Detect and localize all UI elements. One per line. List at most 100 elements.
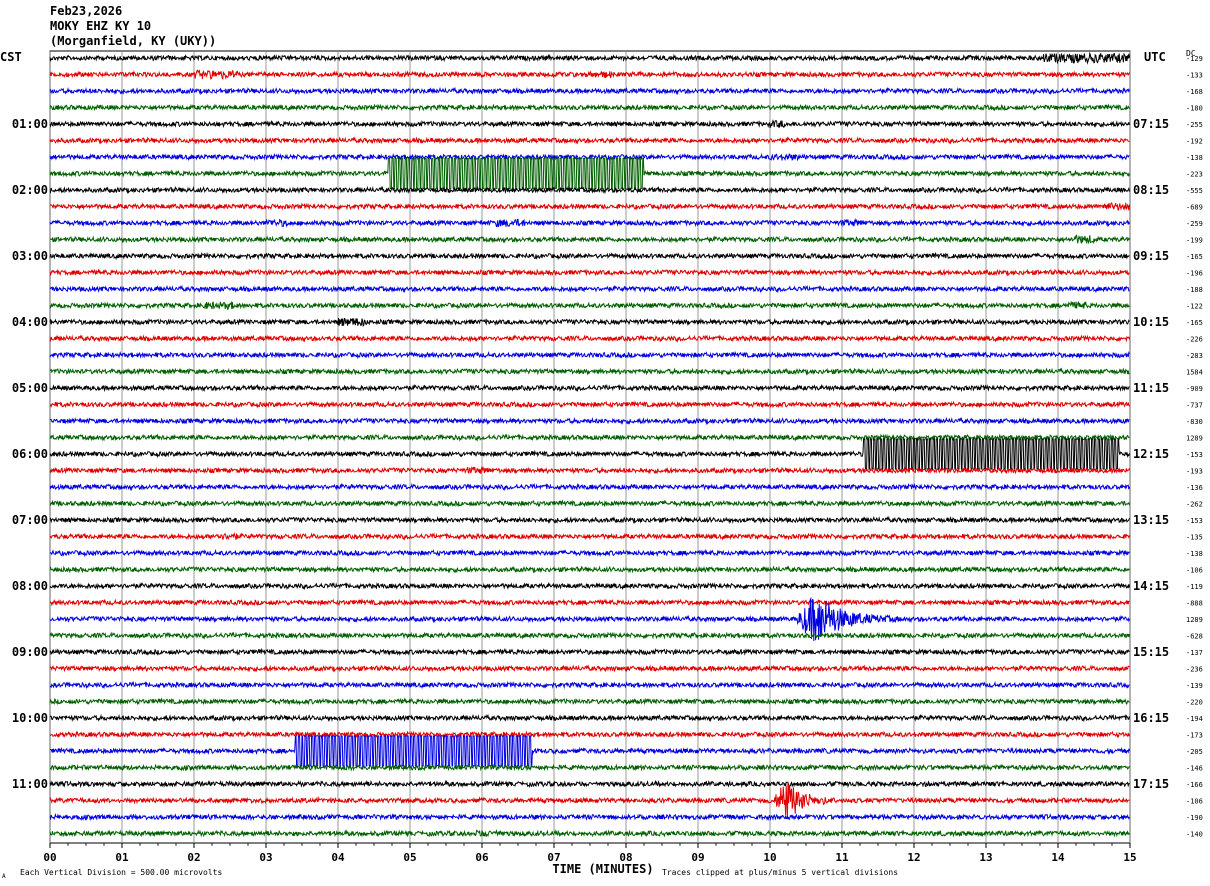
right-hour-label: 07:15 — [1133, 117, 1169, 131]
right-hour-label: 16:15 — [1133, 711, 1169, 725]
trace-row-37 — [49, 664, 1130, 673]
x-tick-label: 09 — [691, 851, 704, 864]
dc-offset-label: -173 — [1186, 732, 1203, 740]
dc-offset-label: 1289 — [1186, 616, 1203, 624]
station-header: Feb23,2026 MOKY EHZ KY 10 (Morganfield, … — [50, 4, 216, 49]
trace-row-39 — [49, 697, 1130, 706]
trace-row-29 — [49, 531, 1130, 541]
dc-offset-label: 1584 — [1186, 369, 1203, 377]
x-tick-label: 03 — [259, 851, 272, 864]
dc-offset-label: -909 — [1186, 385, 1203, 393]
trace-row-43 — [49, 763, 1130, 772]
label-group: 00 01 02 03 04 05 06 07 08 09 10 11 12 13 14 15 -129 -133… — [0, 49, 1203, 880]
clip-note: Traces clipped at plus/minus 5 vertical … — [662, 868, 898, 877]
trace-row-42 — [49, 735, 1130, 767]
trace-row-12 — [49, 251, 1130, 261]
trace-row-8 — [49, 185, 1130, 195]
dc-offset-label: -139 — [1186, 682, 1203, 690]
dc-offset-label: -166 — [1186, 781, 1203, 789]
trace-row-25 — [49, 465, 1130, 475]
trace-row-20 — [49, 383, 1130, 393]
right-hour-label: 08:15 — [1133, 183, 1169, 197]
trace-row-14 — [49, 284, 1130, 294]
x-tick-label: 11 — [835, 851, 849, 864]
dc-offset-label: -689 — [1186, 204, 1203, 212]
left-hour-label: 08:00 — [12, 579, 48, 593]
dc-offset-label: 1289 — [1186, 435, 1203, 443]
x-tick-label: 10 — [763, 851, 776, 864]
dc-offset-label: -106 — [1186, 798, 1203, 806]
dc-offset-label: -135 — [1186, 534, 1203, 542]
x-tick-label: 05 — [403, 851, 416, 864]
x-tick-label: 13 — [979, 851, 992, 864]
dc-offset-label: -205 — [1186, 748, 1203, 756]
dc-offset-label: -283 — [1186, 352, 1203, 360]
right-hour-label: 12:15 — [1133, 447, 1169, 461]
dc-offset-label: -140 — [1186, 831, 1203, 839]
dc-offset-label: -133 — [1186, 72, 1203, 80]
dc-offset-label: -119 — [1186, 583, 1203, 591]
dc-offset-label: -199 — [1186, 237, 1203, 245]
dc-offset-label: -193 — [1186, 468, 1203, 476]
left-hour-label: 10:00 — [12, 711, 48, 725]
trace-row-47 — [49, 828, 1130, 838]
dc-offset-label: -106 — [1186, 567, 1203, 575]
x-tick-label: 08 — [619, 851, 632, 864]
right-hour-label: 17:15 — [1133, 777, 1169, 791]
trace-row-23 — [49, 433, 1130, 442]
trace-row-15 — [49, 300, 1130, 310]
x-tick-label: 06 — [475, 851, 489, 864]
trace-row-13 — [49, 268, 1130, 277]
trace-row-27 — [49, 499, 1130, 508]
dc-offset-label: -737 — [1186, 402, 1203, 410]
x-tick-label: 04 — [331, 851, 345, 864]
dc-offset-label: -259 — [1186, 220, 1203, 228]
right-hour-label: 13:15 — [1133, 513, 1169, 527]
x-tick-label: 07 — [547, 851, 560, 864]
dc-offset-label: -628 — [1186, 633, 1203, 641]
trace-row-44 — [49, 779, 1130, 789]
dc-offset-label: -192 — [1186, 138, 1203, 146]
x-tick-label: 02 — [187, 851, 200, 864]
corner-mark: A — [2, 873, 6, 880]
left-timezone-label: CST — [0, 50, 22, 64]
left-hour-label: 03:00 — [12, 249, 48, 263]
trace-row-41 — [49, 730, 1130, 739]
dc-offset-label: -137 — [1186, 649, 1203, 657]
dc-offset-label: -220 — [1186, 699, 1203, 707]
trace-row-28 — [49, 515, 1130, 525]
dc-offset-label: -136 — [1186, 484, 1203, 492]
trace-row-24 — [49, 438, 1130, 470]
trace-group — [49, 51, 1130, 838]
trace-row-16 — [49, 317, 1130, 328]
x-tick-label: 12 — [907, 851, 920, 864]
dc-offset-label: -188 — [1186, 286, 1203, 294]
dc-offset-label: -168 — [1186, 88, 1203, 96]
trace-row-17 — [49, 334, 1130, 343]
left-hour-label: 01:00 — [12, 117, 48, 131]
trace-row-9 — [49, 201, 1130, 211]
dc-offset-label: -165 — [1186, 319, 1203, 327]
right-hour-label: 11:15 — [1133, 381, 1169, 395]
trace-row-33 — [49, 598, 1130, 607]
trace-row-2 — [49, 86, 1130, 96]
x-tick-label: 14 — [1051, 851, 1065, 864]
vertical-division-note: Each Vertical Division = 500.00 microvol… — [20, 868, 222, 877]
trace-row-0 — [49, 51, 1130, 65]
header-station: MOKY EHZ KY 10 — [50, 19, 152, 33]
trace-row-45 — [49, 781, 1130, 819]
dc-offset-label: -226 — [1186, 336, 1203, 344]
left-hour-label: 02:00 — [12, 183, 48, 197]
trace-row-38 — [49, 680, 1130, 690]
trace-row-31 — [49, 565, 1130, 574]
right-hour-label: 14:15 — [1133, 579, 1169, 593]
dc-offset-label: -122 — [1186, 303, 1203, 311]
dc-offset-label: -888 — [1186, 600, 1203, 608]
dc-offset-label: -196 — [1186, 270, 1203, 278]
dc-offset-label: -138 — [1186, 154, 1203, 162]
dc-offset-label: -194 — [1186, 715, 1203, 723]
left-hour-label: 11:00 — [12, 777, 48, 791]
trace-row-21 — [49, 400, 1130, 409]
header-date: Feb23,2026 — [50, 4, 123, 18]
